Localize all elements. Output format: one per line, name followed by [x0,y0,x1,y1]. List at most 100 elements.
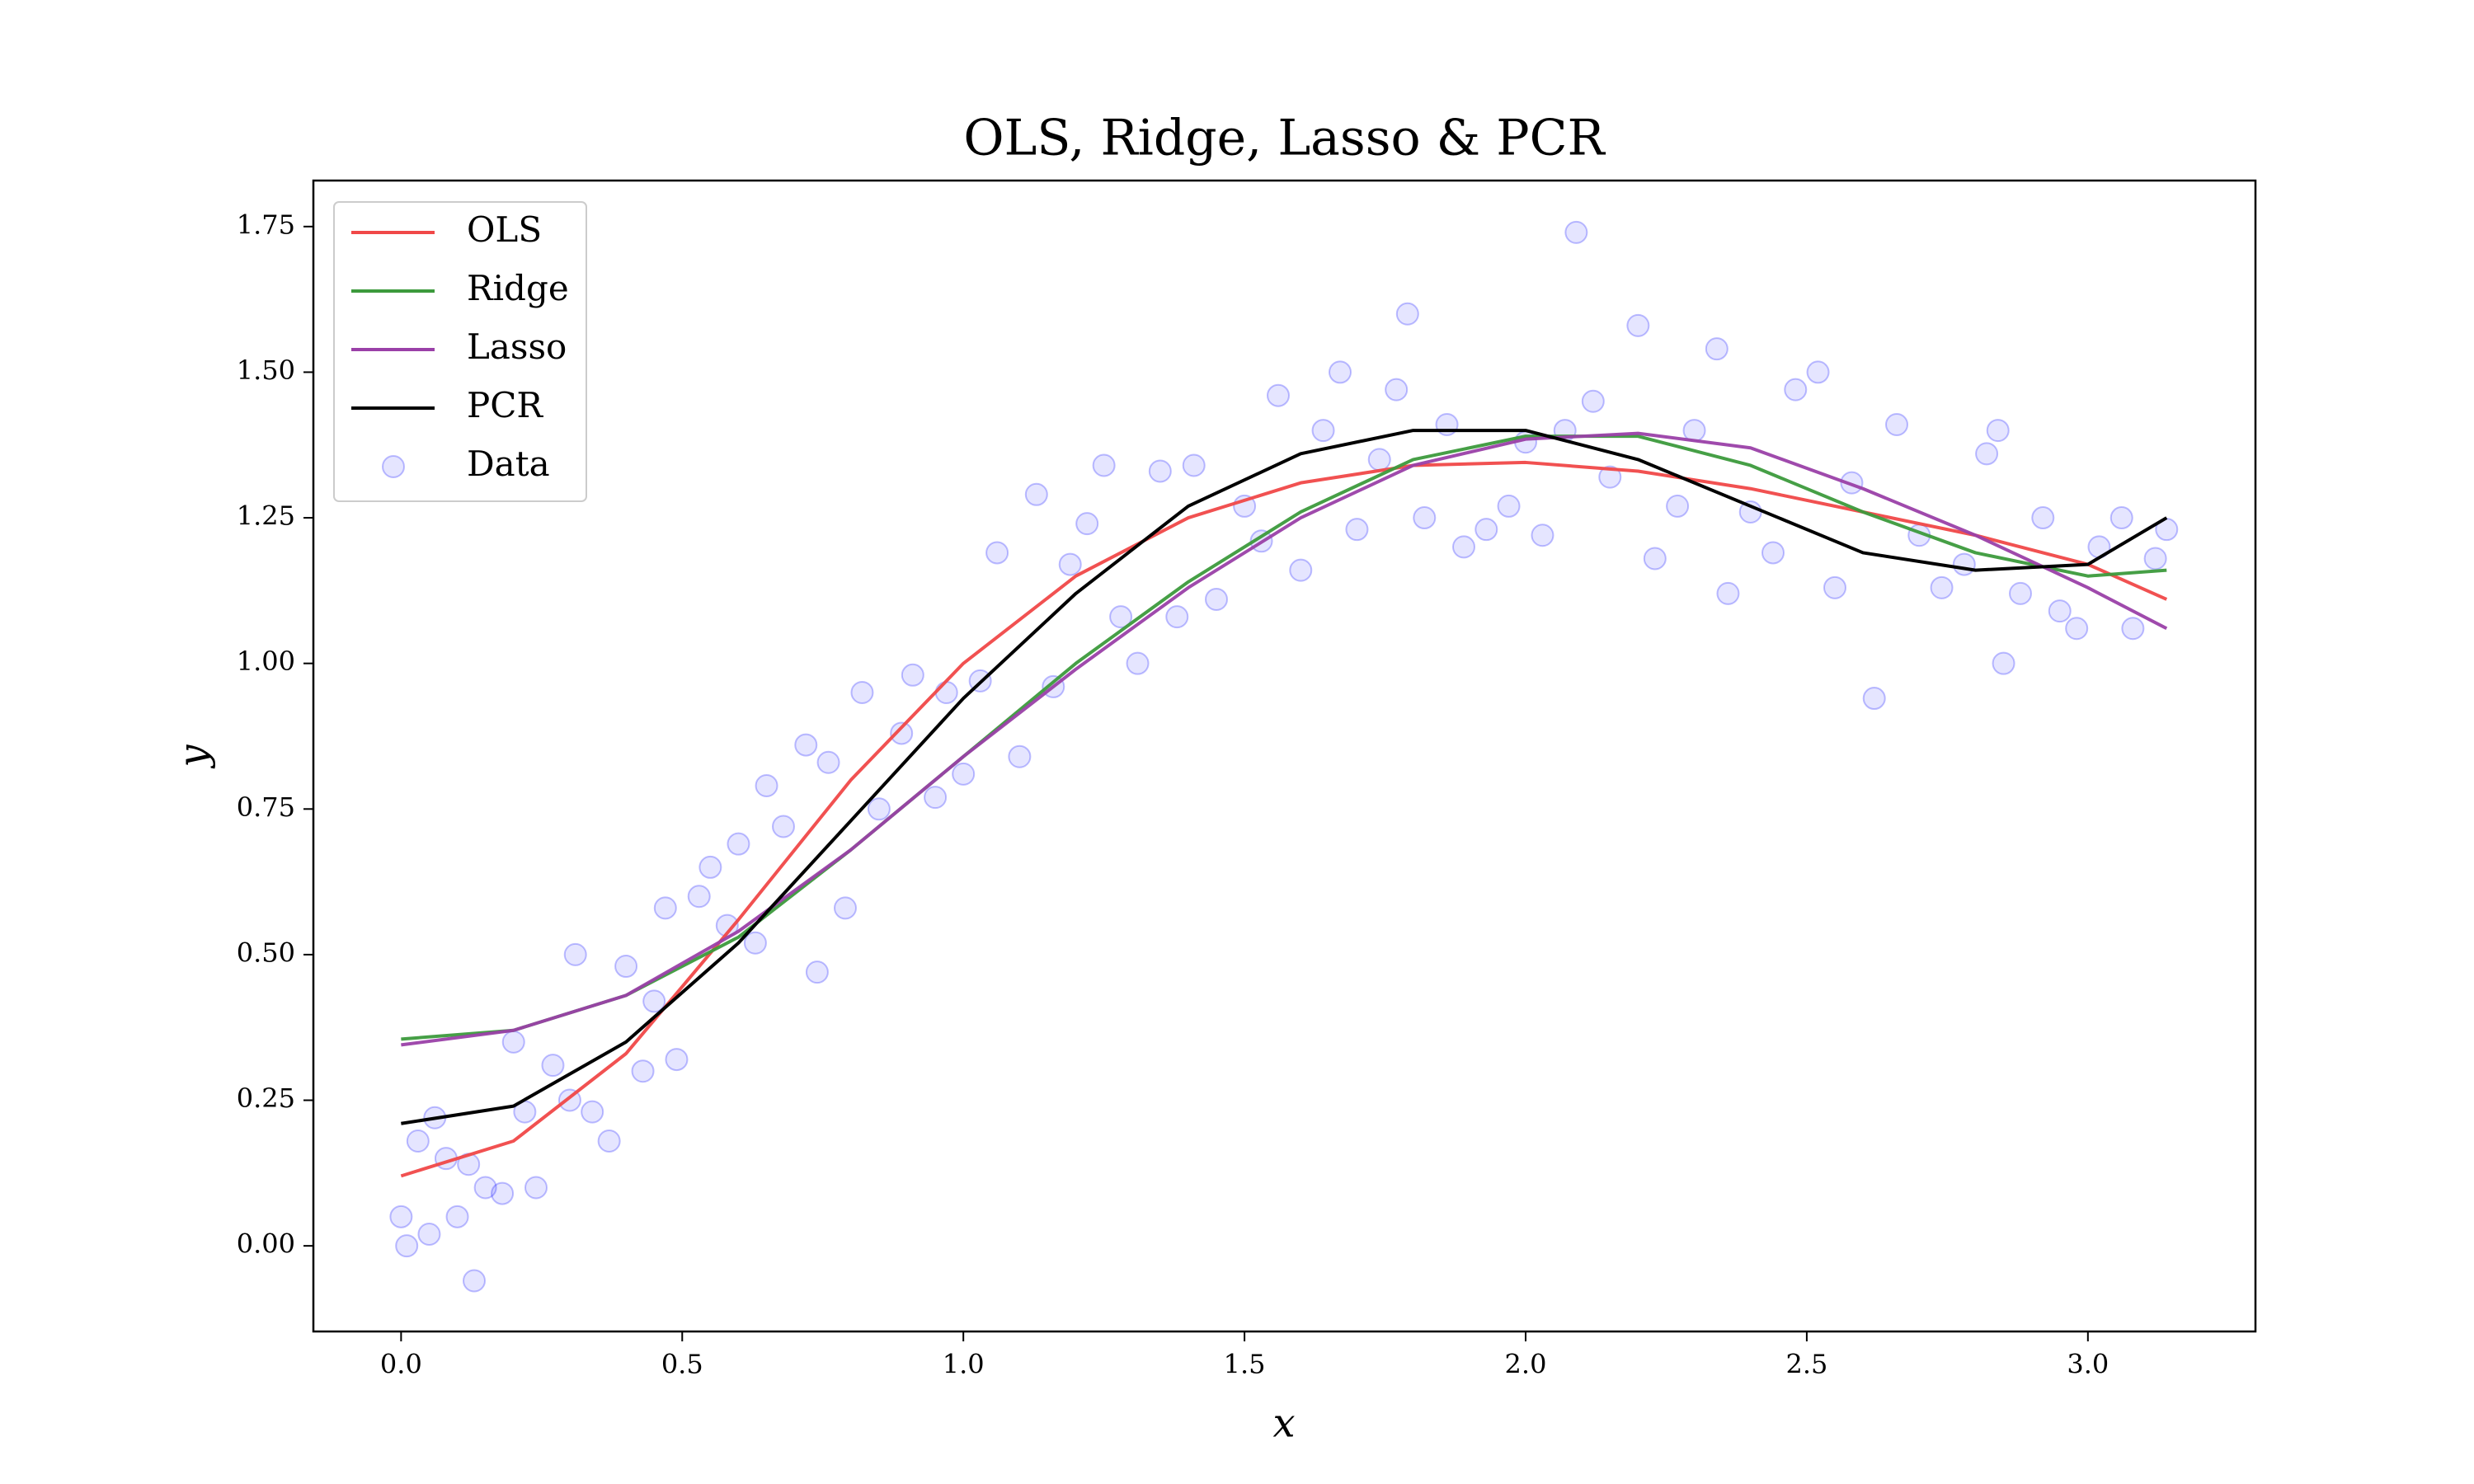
data-point [805,960,829,984]
chart-title: OLS, Ridge, Lasso & PCR [963,110,1606,167]
y-tick-label: 1.00 [237,646,295,677]
data-point [631,1059,655,1083]
series-line [400,460,2168,1178]
y-tick-label: 0.00 [237,1228,295,1260]
series-line [401,429,2168,1125]
x-tick-label: 2.5 [1785,1349,1827,1380]
data-point [563,942,587,966]
data-point [867,797,891,821]
data-point [406,1129,430,1153]
data-point [1289,558,1313,582]
data-point [2143,547,2167,571]
data-point [890,721,914,745]
data-point [1452,535,1475,559]
y-tick-label: 1.25 [237,500,295,532]
data-point [581,1100,604,1124]
data-point [1435,413,1459,437]
y-tick-label: 0.25 [237,1082,295,1114]
x-tick-label: 0.0 [380,1349,422,1380]
legend-label: Lasso [467,326,567,367]
data-point [1413,506,1437,530]
data-point [445,1205,469,1228]
legend-marker [382,455,405,478]
data-point [1643,547,1667,571]
legend-label: Ridge [467,268,569,308]
data-point [1092,453,1116,477]
data-point [389,1205,413,1228]
data-point [816,750,840,774]
data-point [1666,494,1690,518]
data-point [2048,599,2072,623]
data-point [1182,453,1206,477]
legend-box [333,201,587,502]
data-point [1267,383,1290,407]
y-tick-label: 0.75 [237,791,295,823]
x-tick-label: 3.0 [2067,1349,2109,1380]
data-point [1497,494,1521,518]
data-point [1058,552,1082,576]
data-point [1311,419,1335,443]
data-point [834,896,857,920]
legend-label: OLS [467,209,542,250]
data-point [395,1234,419,1258]
data-point [1385,378,1409,402]
data-point [850,680,874,704]
data-point [1705,337,1729,361]
data-point [2121,617,2145,641]
plot-area [389,220,2179,1293]
data-point [794,733,818,757]
data-point [491,1181,515,1205]
legend: OLS Ridge Lasso PCR Data [333,201,587,502]
data-point [934,680,958,704]
data-point [1024,482,1048,506]
data-point [1531,524,1554,547]
data-point [2065,617,2089,641]
data-point [1975,442,1999,466]
data-point [1823,575,1846,599]
y-tick-label: 0.50 [237,937,295,968]
data-point [1761,541,1785,565]
data-point [2031,506,2055,530]
data-point [1205,587,1228,611]
data-point [1329,360,1352,384]
x-tick-label: 1.5 [1224,1349,1266,1380]
data-point [1806,360,1830,384]
x-tick-label: 0.5 [661,1349,703,1380]
x-axis-label: x [1272,1401,1295,1447]
data-point [952,762,976,786]
data-point [1395,302,1419,326]
data-point [1581,389,1605,413]
data-point [541,1054,565,1078]
data-point [1992,651,2015,675]
series-line [401,434,2167,1041]
data-point [901,663,924,687]
data-point [924,786,948,810]
data-point [1716,581,1740,605]
data-point [1367,448,1391,472]
data-point [1952,552,1976,576]
data-point [755,774,778,798]
data-point [727,832,750,856]
data-point [1148,459,1172,483]
data-point [1109,605,1133,629]
data-point [463,1269,486,1293]
data-point [501,1030,525,1054]
data-point [614,955,638,979]
data-point [665,1048,689,1072]
data-point [2109,506,2133,530]
data-point [1126,651,1150,675]
x-tick-label: 2.0 [1505,1349,1547,1380]
data-point [1075,512,1099,536]
series-line [401,431,2168,1047]
data-point [473,1176,497,1200]
y-tick-label: 1.50 [237,355,295,386]
data-point [1862,687,1886,711]
data-point [1784,378,1808,402]
data-point [653,896,677,920]
x-tick-label: 1.0 [943,1349,985,1380]
data-point [743,931,767,955]
data-point [1008,744,1032,768]
data-point [772,815,795,838]
data-point [1564,220,1588,244]
